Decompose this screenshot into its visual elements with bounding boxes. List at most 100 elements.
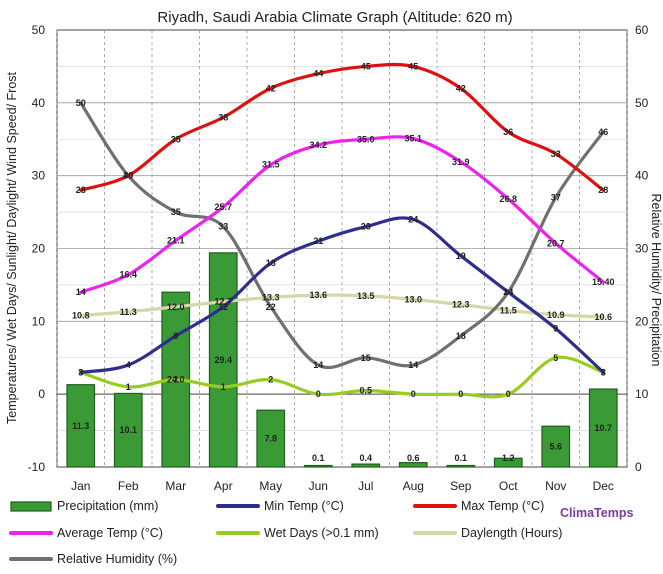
data-label-max-temp-c: 42 bbox=[456, 83, 466, 93]
data-label-min-temp-c: 24 bbox=[408, 214, 418, 224]
data-label-average-temp-c: 25.7 bbox=[214, 202, 232, 212]
bar-precipitation bbox=[351, 463, 381, 468]
data-label-relative-humidity: 46 bbox=[598, 127, 608, 137]
data-label-average-temp-c: 35.1 bbox=[404, 134, 422, 144]
data-label-min-temp-c: 9 bbox=[553, 324, 558, 334]
data-label-max-temp-c: 28 bbox=[598, 185, 608, 195]
y-axis-label-right: Relative Humidity/ Precipitation bbox=[649, 194, 663, 367]
series-lines bbox=[79, 62, 605, 399]
data-label-precipitation: 5.6 bbox=[549, 442, 562, 452]
data-label-precipitation: 0.4 bbox=[359, 453, 372, 463]
legend-label-average-temp-c: Average Temp (°C) bbox=[57, 526, 163, 540]
data-label-average-temp-c: 34.2 bbox=[309, 140, 327, 150]
data-label-wet-days-0-1-mm: 5 bbox=[553, 353, 558, 363]
x-tick-label: May bbox=[259, 479, 282, 493]
data-label-precipitation: 24.0 bbox=[167, 375, 185, 385]
data-label-wet-days-0-1-mm: 1 bbox=[221, 382, 226, 392]
y-tick-label-right: 50 bbox=[635, 96, 649, 110]
data-label-daylength-hours: 12.3 bbox=[452, 300, 470, 310]
data-label-daylength-hours: 10.6 bbox=[594, 312, 612, 322]
data-label-precipitation: 0.1 bbox=[312, 453, 325, 463]
y-tick-label-right: 60 bbox=[635, 23, 649, 37]
bar-precipitation bbox=[446, 464, 476, 468]
data-label-wet-days-0-1-mm: 0 bbox=[458, 389, 463, 399]
data-label-relative-humidity: 35 bbox=[171, 207, 181, 217]
data-label-average-temp-c: 26.8 bbox=[499, 194, 517, 204]
data-label-average-temp-c: 21.1 bbox=[167, 235, 185, 245]
data-label-min-temp-c: 21 bbox=[313, 236, 323, 246]
legend-label-min-temp-c: Min Temp (°C) bbox=[264, 499, 344, 513]
data-label-relative-humidity: 40 bbox=[123, 171, 133, 181]
x-tick-label: Jul bbox=[358, 479, 373, 493]
data-label-average-temp-c: 16.4 bbox=[119, 270, 137, 280]
y-tick-label-left: 30 bbox=[32, 169, 46, 183]
legend-label-relative-humidity: Relative Humidity (%) bbox=[57, 552, 177, 566]
data-label-min-temp-c: 4 bbox=[126, 360, 131, 370]
data-label-max-temp-c: 36 bbox=[503, 127, 513, 137]
y-tick-label-right: 0 bbox=[635, 460, 642, 474]
data-label-relative-humidity: 15 bbox=[361, 353, 371, 363]
data-label-relative-humidity: 50 bbox=[76, 98, 86, 108]
data-label-daylength-hours: 13.5 bbox=[357, 291, 375, 301]
data-label-min-temp-c: 8 bbox=[173, 331, 178, 341]
x-tick-label: Apr bbox=[214, 479, 233, 493]
y-tick-label-right: 10 bbox=[635, 387, 649, 401]
bar-precipitation bbox=[303, 464, 333, 468]
line-max-temp-c bbox=[79, 62, 605, 192]
data-label-max-temp-c: 33 bbox=[551, 149, 561, 159]
data-label-min-temp-c: 3 bbox=[78, 367, 83, 377]
data-label-wet-days-0-1-mm: 0 bbox=[316, 389, 321, 399]
data-label-min-temp-c: 23 bbox=[361, 222, 371, 232]
x-tick-label: Feb bbox=[118, 479, 139, 493]
legend-label-daylength-hours: Daylength (Hours) bbox=[461, 526, 562, 540]
line-average-temp-c bbox=[79, 135, 605, 294]
legend-swatch-precipitation-mm bbox=[10, 501, 52, 512]
data-label-daylength-hours: 13.3 bbox=[262, 292, 280, 302]
x-tick-label: Jun bbox=[309, 479, 328, 493]
data-label-precipitation: 11.3 bbox=[72, 421, 89, 431]
data-label-min-temp-c: 3 bbox=[601, 367, 606, 377]
data-label-average-temp-c: 20.7 bbox=[547, 238, 565, 248]
chart-title: Riyadh, Saudi Arabia Climate Graph (Alti… bbox=[157, 9, 512, 26]
line-relative-humidity bbox=[79, 101, 605, 370]
y-tick-label-right: 40 bbox=[635, 169, 649, 183]
data-label-max-temp-c: 42 bbox=[266, 83, 276, 93]
data-label-precipitation: 29.4 bbox=[214, 355, 232, 365]
data-label-relative-humidity: 24 bbox=[503, 287, 513, 297]
precipitation-bars bbox=[66, 252, 618, 468]
data-label-precipitation: 7.8 bbox=[264, 434, 277, 444]
bar-precipitation bbox=[493, 457, 523, 468]
data-label-max-temp-c: 28 bbox=[76, 185, 86, 195]
x-tick-label: Mar bbox=[165, 479, 186, 493]
y-tick-label-left: 0 bbox=[38, 387, 45, 401]
data-label-daylength-hours: 12.0 bbox=[167, 302, 185, 312]
bar-precipitation bbox=[66, 384, 96, 468]
y-tick-label-right: 20 bbox=[635, 314, 649, 328]
y-tick-label-left: -10 bbox=[28, 460, 46, 474]
legend-label-wet-days-0-1-mm: Wet Days (>0.1 mm) bbox=[264, 526, 379, 540]
data-label-average-temp-c: 14 bbox=[76, 287, 86, 297]
bar-precipitation bbox=[208, 252, 238, 468]
data-label-wet-days-0-1-mm: 1 bbox=[126, 382, 131, 392]
data-label-daylength-hours: 11.5 bbox=[500, 305, 517, 315]
data-label-relative-humidity: 18 bbox=[456, 331, 466, 341]
x-tick-label: Jan bbox=[71, 479, 90, 493]
data-label-relative-humidity: 37 bbox=[551, 193, 561, 203]
data-label-wet-days-0-1-mm: 0 bbox=[411, 389, 416, 399]
data-label-min-temp-c: 18 bbox=[266, 258, 276, 268]
data-label-max-temp-c: 30 bbox=[123, 171, 133, 181]
line-min-temp-c bbox=[79, 216, 605, 374]
data-label-average-temp-c: 31.9 bbox=[452, 157, 470, 167]
data-label-average-temp-c: 15.40 bbox=[592, 277, 615, 287]
data-label-daylength-hours: 12.7 bbox=[214, 297, 232, 307]
data-label-max-temp-c: 45 bbox=[361, 61, 371, 71]
data-label-max-temp-c: 45 bbox=[408, 61, 418, 71]
legend-label-max-temp-c: Max Temp (°C) bbox=[461, 499, 544, 513]
bar-precipitation bbox=[113, 392, 143, 468]
data-label-wet-days-0-1-mm: 2 bbox=[268, 375, 273, 385]
data-label-precipitation: 10.1 bbox=[119, 425, 137, 435]
x-tick-label: Sep bbox=[450, 479, 472, 493]
data-label-relative-humidity: 22 bbox=[266, 302, 276, 312]
data-label-relative-humidity: 14 bbox=[408, 360, 418, 370]
